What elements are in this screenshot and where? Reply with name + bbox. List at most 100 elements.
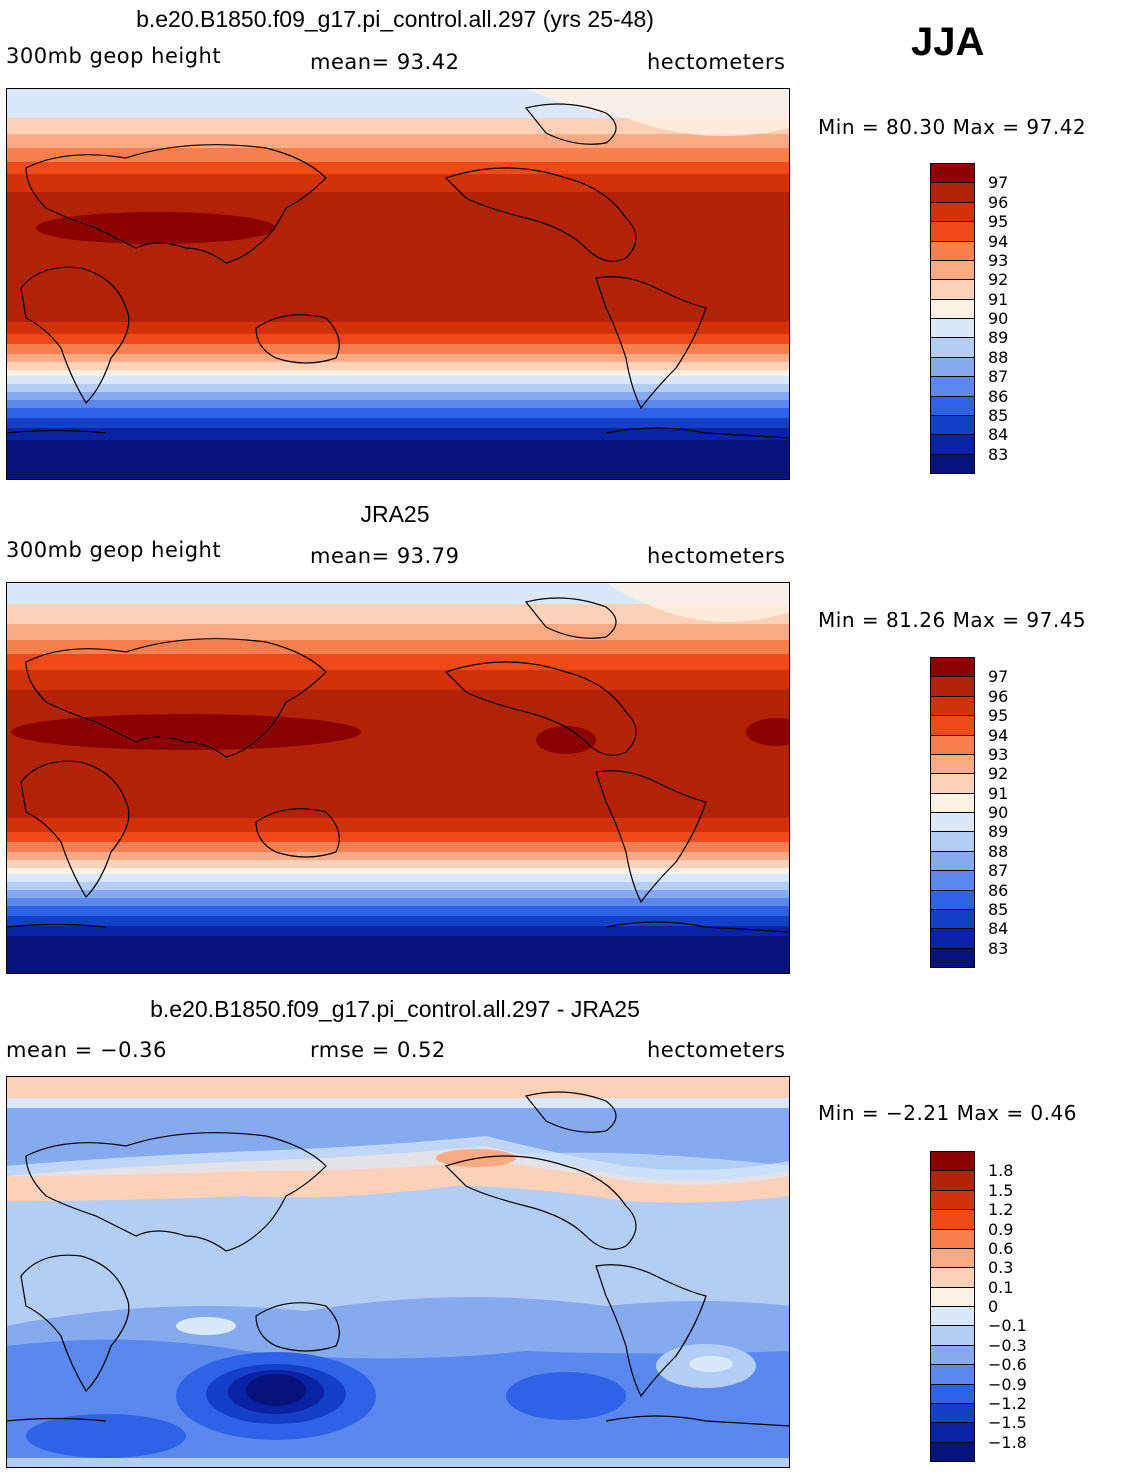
season-label: JJA <box>911 20 985 64</box>
colorbar-label: 92 <box>988 764 1009 784</box>
colorbar-swatch <box>930 928 975 949</box>
panel-2-title: JRA25 <box>360 501 430 527</box>
panel-1-colorbar: 97 96 95 94 93 92 91 90 89 88 87 86 85 84 83 <box>930 163 1008 474</box>
colorbar-swatch <box>930 240 975 261</box>
colorbar-label: 87 <box>988 861 1009 881</box>
colorbar-label: 84 <box>988 425 1009 445</box>
colorbar-swatch <box>930 908 975 930</box>
colorbar-label: 90 <box>988 803 1009 822</box>
colorbar-label: 94 <box>988 725 1009 745</box>
colorbar-label: 88 <box>988 841 1009 861</box>
colorbar-swatch <box>930 201 975 223</box>
colorbar-swatch <box>930 163 975 184</box>
colorbar-swatch <box>930 1247 975 1269</box>
colorbar-swatch <box>930 947 975 968</box>
colorbar-label: −1.8 <box>988 1432 1027 1452</box>
colorbar-swatch <box>930 337 975 358</box>
colorbar-label: 83 <box>988 444 1009 464</box>
colorbar-swatch <box>930 695 975 717</box>
colorbar-swatch <box>930 453 975 474</box>
colorbar-label: 97 <box>988 173 1009 193</box>
colorbar-label: 97 <box>988 667 1009 687</box>
colorbar-label: 1.2 <box>988 1200 1014 1220</box>
colorbar-swatch <box>930 889 975 910</box>
panel-1-mean-label: mean= 93.42 <box>310 50 460 74</box>
panel-1-minmax: Min = 80.30 Max = 97.42 <box>818 115 1087 139</box>
colorbar-label: 87 <box>988 367 1009 387</box>
panel-1-map-svg <box>6 88 790 480</box>
colorbar-swatch <box>930 318 975 339</box>
colorbar-swatch <box>930 376 975 397</box>
colorbar-label: 96 <box>988 192 1009 212</box>
colorbar-swatch <box>930 831 975 852</box>
panel-3-units-label: hectometers <box>647 1038 786 1062</box>
colorbar-label: 95 <box>988 212 1009 232</box>
colorbar-label: 90 <box>988 309 1009 328</box>
colorbar-swatch <box>930 792 975 813</box>
panel-2-coastlines <box>6 597 790 933</box>
panel-1-units-label: hectometers <box>647 50 786 74</box>
colorbar-label: 83 <box>988 938 1009 958</box>
colorbar-swatch <box>930 850 975 872</box>
panel-1-map <box>6 88 790 480</box>
colorbar-swatch <box>930 1170 975 1191</box>
colorbar-label: 0 <box>988 1297 999 1316</box>
colorbar-swatch <box>930 1441 975 1462</box>
colorbar-swatch <box>930 1286 975 1307</box>
colorbar-label: 96 <box>988 686 1009 706</box>
colorbar-label: 84 <box>988 919 1009 939</box>
colorbar-swatch <box>930 1209 975 1230</box>
colorbar-label: 85 <box>988 899 1009 919</box>
panel-2-mean-label: mean= 93.79 <box>310 544 460 568</box>
panel-2-colorbar: 97 96 95 94 93 92 91 90 89 88 87 86 85 84 83 <box>930 657 1008 968</box>
colorbar-swatch <box>930 1383 975 1404</box>
panel-2-units-label: hectometers <box>647 544 786 568</box>
colorbar-label: 0.1 <box>988 1277 1014 1297</box>
colorbar-swatch <box>930 1325 975 1346</box>
colorbar-label: 91 <box>988 783 1009 803</box>
colorbar-label: 89 <box>988 822 1009 842</box>
panel-3-map-svg <box>6 1076 790 1468</box>
colorbar-swatch <box>930 734 975 755</box>
colorbar-swatch <box>930 715 975 736</box>
panel-1-coastlines <box>6 103 790 439</box>
colorbar-label: −1.2 <box>988 1393 1027 1413</box>
colorbar-swatch <box>930 1344 975 1366</box>
colorbar-label: −0.9 <box>988 1374 1027 1394</box>
colorbar-swatch <box>930 1267 975 1288</box>
panel-2-map-svg <box>6 582 790 974</box>
colorbar-swatch <box>930 298 975 319</box>
colorbar-label: 86 <box>988 386 1009 406</box>
colorbar-label: −1.5 <box>988 1413 1027 1433</box>
colorbar-label: 0.9 <box>988 1219 1014 1239</box>
colorbar-label: 1.5 <box>988 1180 1014 1200</box>
colorbar-swatch <box>930 356 975 378</box>
panel-3-field <box>6 1076 790 1468</box>
colorbar-label: 93 <box>988 250 1009 270</box>
colorbar-swatch <box>930 414 975 436</box>
colorbar-label: 94 <box>988 231 1009 251</box>
panel-1-field <box>6 88 790 480</box>
panel-3-map <box>6 1076 790 1468</box>
colorbar-swatch <box>930 182 975 203</box>
panel-3-title: b.e20.B1850.f09_g17.pi_control.all.297 -… <box>150 996 640 1022</box>
colorbar-swatch <box>930 259 975 281</box>
colorbar-label: −0.1 <box>988 1316 1027 1336</box>
colorbar-label: 89 <box>988 328 1009 348</box>
colorbar-swatch <box>930 279 975 300</box>
colorbar-swatch <box>930 812 975 833</box>
colorbar-swatch <box>930 395 975 416</box>
colorbar-label: 95 <box>988 706 1009 726</box>
colorbar-label: 85 <box>988 405 1009 425</box>
colorbar-swatch <box>930 1422 975 1443</box>
colorbar-swatch <box>930 773 975 794</box>
colorbar-swatch <box>930 870 975 891</box>
colorbar-label: 92 <box>988 270 1009 290</box>
panel-2-map <box>6 582 790 974</box>
colorbar-label: 86 <box>988 880 1009 900</box>
colorbar-swatch <box>930 1228 975 1249</box>
colorbar-swatch <box>930 1364 975 1385</box>
colorbar-label: 93 <box>988 744 1009 764</box>
colorbar-label: 91 <box>988 289 1009 309</box>
colorbar-label: 88 <box>988 347 1009 367</box>
